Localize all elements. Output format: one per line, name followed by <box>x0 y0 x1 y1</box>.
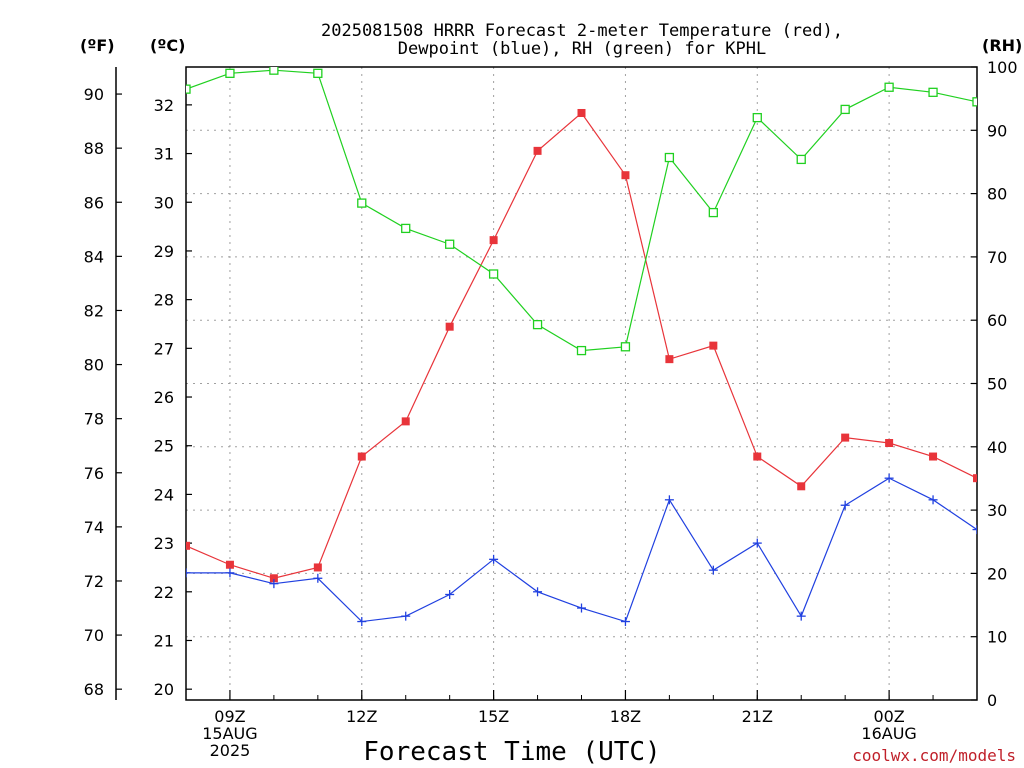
celsius-tick-label: 21 <box>154 631 174 650</box>
x-tick-label: 00Z <box>873 707 904 726</box>
x-tick-label: 18Z <box>610 707 641 726</box>
fahrenheit-tick-label: 82 <box>84 301 104 320</box>
celsius-tick-label: 30 <box>154 193 174 212</box>
rh-point <box>186 84 191 94</box>
rh-point <box>664 152 675 163</box>
temperature-point <box>973 474 977 483</box>
temperature-point <box>313 563 322 572</box>
x-tick-label: 12Z <box>346 707 377 726</box>
temperature-point <box>753 452 762 461</box>
temperature-point <box>797 482 806 491</box>
rh-point <box>796 154 806 165</box>
rh-tick-label: 30 <box>987 501 1007 520</box>
celsius-tick-label: 24 <box>154 485 174 504</box>
rh-point <box>752 112 762 123</box>
temperature-point <box>489 236 498 245</box>
rh-point <box>884 82 894 92</box>
rh-tick-label: 40 <box>987 438 1007 457</box>
x-axis-title: Forecast Time (UTC) <box>363 737 660 767</box>
series-temperature <box>186 108 977 583</box>
rh-point <box>532 319 543 330</box>
x-tick-label: 15AUG <box>202 724 257 743</box>
temperature-point <box>621 171 630 180</box>
celsius-tick-label: 23 <box>154 534 174 553</box>
celsius-tick-label: 29 <box>154 242 174 261</box>
axes: 68 70 72 74 76 78 80 82 84 86 88 90 20 21 22 23 24 25 26 27… <box>84 58 1018 760</box>
credit-text: coolwx.com/models <box>852 746 1016 765</box>
temperature-point <box>401 417 410 426</box>
fahrenheit-tick-label: 76 <box>84 464 104 483</box>
x-tick-label: 21Z <box>742 707 773 726</box>
unit-fahrenheit-label: (ºF) <box>80 36 115 55</box>
rh-point <box>620 342 631 352</box>
rh-tick-label: 10 <box>987 628 1007 647</box>
series-rh <box>186 67 977 356</box>
temperature-point <box>665 355 674 364</box>
temperature-point <box>885 439 894 448</box>
fahrenheit-tick-label: 70 <box>84 626 104 645</box>
celsius-tick-label: 28 <box>154 291 174 310</box>
rh-point <box>708 207 718 218</box>
celsius-tick-label: 31 <box>154 145 174 164</box>
celsius-tick-label: 20 <box>154 680 174 699</box>
rh-point <box>928 87 938 97</box>
fahrenheit-tick-label: 90 <box>84 85 104 104</box>
fahrenheit-tick-label: 84 <box>84 247 104 266</box>
temperature-point <box>445 322 454 331</box>
temperature-point <box>841 433 850 442</box>
rh-point <box>269 67 279 75</box>
unit-celsius-label: (ºC) <box>150 36 185 55</box>
unit-rh-label: (RH) <box>982 36 1022 55</box>
rh-point <box>357 198 367 208</box>
celsius-tick-label: 22 <box>154 583 174 602</box>
x-tick-label: 2025 <box>210 741 251 760</box>
temperature-point <box>225 560 234 569</box>
rh-tick-label: 90 <box>987 121 1007 140</box>
rh-point <box>972 97 977 107</box>
rh-point <box>445 239 455 249</box>
celsius-tick-label: 32 <box>154 96 174 115</box>
temperature-point <box>269 574 278 583</box>
temperature-point <box>186 541 190 550</box>
celsius-tick-label: 27 <box>154 339 174 358</box>
x-tick-label: 16AUG <box>861 724 916 743</box>
x-tick-label: 15Z <box>478 707 509 726</box>
rh-tick-label: 0 <box>987 691 997 710</box>
fahrenheit-tick-label: 78 <box>84 410 104 429</box>
fahrenheit-tick-label: 80 <box>84 356 104 375</box>
rh-tick-label: 50 <box>987 375 1007 394</box>
fahrenheit-tick-label: 86 <box>84 193 104 212</box>
fahrenheit-tick-label: 68 <box>84 680 104 699</box>
rh-tick-label: 60 <box>987 311 1007 330</box>
rh-point <box>313 68 323 78</box>
temperature-point <box>357 452 366 461</box>
fahrenheit-tick-label: 74 <box>84 518 104 537</box>
celsius-tick-label: 25 <box>154 437 174 456</box>
temperature-point <box>709 341 718 350</box>
series-dewpoint <box>186 473 977 627</box>
chart-title-line-2: Dewpoint (blue), RH (green) for KPHL <box>398 39 766 59</box>
rh-point <box>576 345 587 356</box>
rh-tick-label: 70 <box>987 248 1007 267</box>
temperature-point <box>577 108 586 117</box>
fahrenheit-tick-label: 88 <box>84 139 104 158</box>
rh-tick-label: 80 <box>987 185 1007 204</box>
series-layer <box>186 67 977 627</box>
rh-point <box>488 269 499 279</box>
rh-tick-label: 100 <box>987 58 1018 77</box>
celsius-tick-label: 26 <box>154 388 174 407</box>
chart-title-line-1: 2025081508 HRRR Forecast 2-meter Tempera… <box>321 21 843 41</box>
rh-point <box>840 104 850 115</box>
x-tick-label: 09Z <box>214 707 245 726</box>
fahrenheit-tick-label: 72 <box>84 572 104 591</box>
temperature-point <box>533 146 542 155</box>
rh-point <box>401 223 411 234</box>
temperature-point <box>929 452 938 461</box>
rh-point <box>225 68 235 78</box>
rh-tick-label: 20 <box>987 564 1007 583</box>
